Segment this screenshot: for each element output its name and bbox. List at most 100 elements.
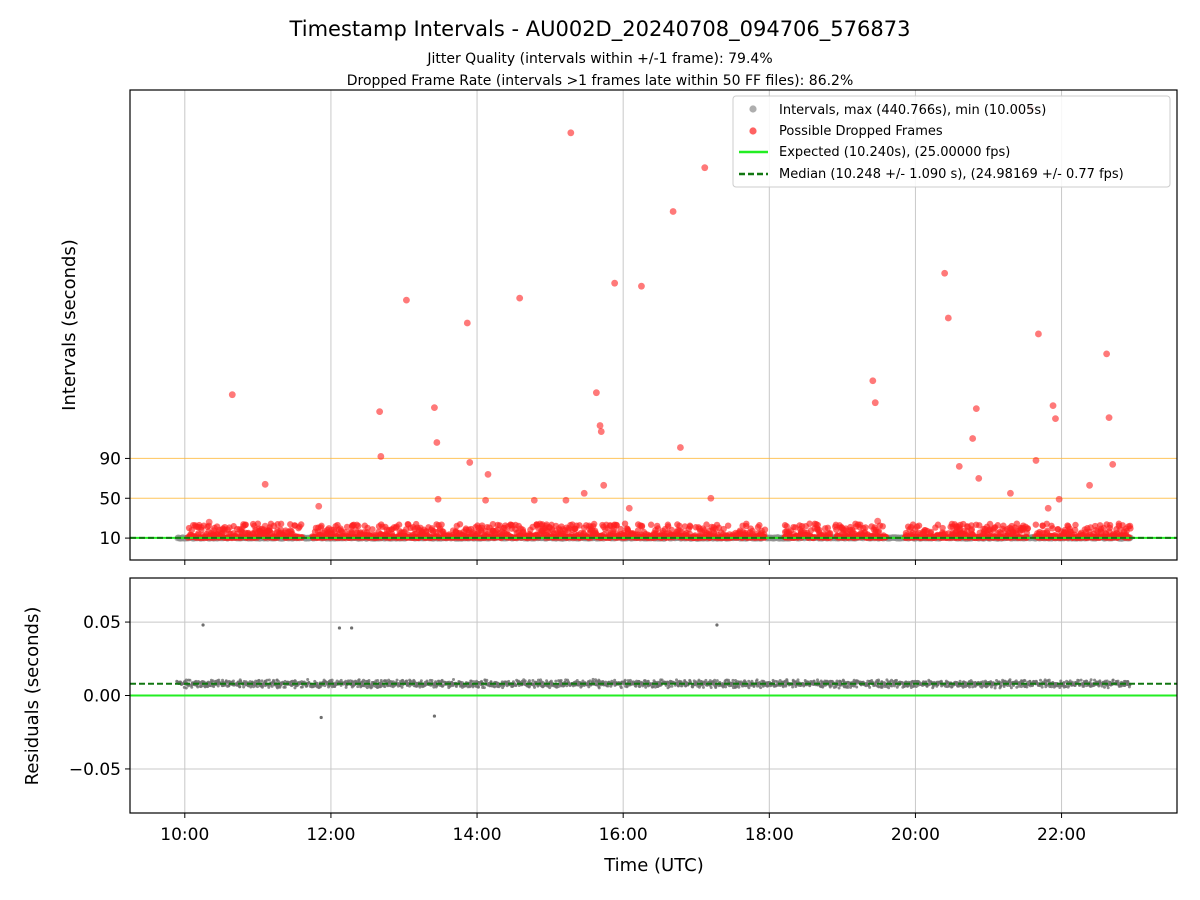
dropped-frame-point — [761, 526, 769, 533]
chart-subtitle-dropped: Dropped Frame Rate (intervals >1 frames … — [347, 73, 854, 89]
chart-subtitle-jitter: Jitter Quality (intervals within +/-1 fr… — [426, 51, 772, 67]
dropped-frame-outlier — [433, 439, 441, 446]
dropped-frame-point — [621, 520, 629, 527]
residual-point — [344, 685, 348, 689]
dropped-frame-point — [915, 522, 923, 529]
residual-point — [485, 678, 489, 682]
residual-point — [1040, 685, 1044, 689]
dropped-frame-outlier — [1007, 489, 1014, 497]
dropped-frame-point — [862, 524, 869, 531]
dropped-frame-point — [676, 522, 683, 530]
dropped-frame-point — [1126, 522, 1134, 530]
dropped-frame-outlier — [944, 314, 952, 322]
dropped-frame-outlier — [701, 164, 709, 172]
residual-point — [731, 678, 735, 682]
residual-point — [408, 679, 412, 683]
intervals-y-axis-label: Intervals (seconds) — [59, 239, 80, 411]
residual-point — [993, 686, 997, 690]
residual-point — [815, 678, 819, 682]
residual-point — [670, 684, 674, 688]
dropped-frame-point — [254, 520, 262, 527]
residual-point — [430, 679, 434, 683]
residual-point — [759, 686, 763, 690]
residual-point — [638, 685, 642, 689]
dropped-frame-outlier — [580, 489, 588, 497]
dropped-frame-point — [1106, 524, 1114, 532]
residual-point — [714, 686, 718, 690]
dropped-frame-point — [875, 528, 883, 535]
dropped-frame-point — [783, 523, 790, 530]
dropped-frame-outlier — [677, 444, 684, 451]
dropped-frame-outlier — [261, 522, 269, 530]
dropped-frame-outlier — [707, 494, 715, 502]
residual-point — [876, 684, 880, 688]
residual-point — [623, 678, 627, 682]
dropped-frame-outlier — [869, 377, 877, 385]
legend-marker-intervals — [749, 105, 757, 113]
residual-point — [260, 679, 264, 683]
dropped-frame-outlier — [1032, 457, 1040, 464]
y-tick-label: 10 — [99, 529, 121, 549]
residual-point — [644, 685, 648, 689]
dropped-frame-outlier — [611, 279, 619, 287]
dropped-frame-outlier — [482, 496, 489, 504]
dropped-frame-outlier — [625, 504, 633, 512]
residual-point — [306, 677, 310, 681]
residual-point — [1008, 678, 1012, 682]
dropped-frame-outlier — [941, 269, 949, 277]
residual-point — [791, 685, 795, 689]
residual-point — [619, 686, 623, 690]
dropped-frame-point — [297, 521, 305, 528]
residual-point — [531, 678, 535, 682]
residual-point — [184, 686, 188, 690]
dropped-frame-outlier — [205, 518, 213, 526]
residual-point — [238, 685, 242, 689]
residual-point — [276, 679, 280, 683]
residual-point — [796, 678, 800, 682]
dropped-frame-point — [188, 527, 195, 534]
residual-point — [812, 679, 816, 683]
dropped-frame-outlier — [600, 481, 608, 489]
residual-point — [482, 686, 486, 690]
y-tick-label: 90 — [99, 449, 121, 469]
dropped-frame-point — [343, 523, 351, 531]
residual-point — [1038, 678, 1042, 682]
residual-point — [855, 685, 859, 689]
dropped-frame-outlier — [228, 391, 236, 399]
dropped-frame-point — [647, 521, 655, 528]
dropped-frame-outlier — [431, 404, 438, 412]
residual-point — [755, 678, 759, 682]
residual-point — [267, 678, 271, 682]
dropped-frame-outlier — [1109, 461, 1117, 468]
dropped-frame-point — [478, 522, 486, 529]
dropped-frame-point — [879, 523, 886, 530]
dropped-frame-point — [806, 520, 813, 527]
residual-point — [188, 678, 192, 682]
dropped-frame-outlier — [530, 496, 538, 504]
dropped-frame-outlier — [403, 296, 410, 304]
residual-point — [968, 685, 972, 689]
residual-point — [231, 679, 235, 683]
dropped-frame-point — [743, 520, 750, 527]
dropped-frame-outlier — [377, 453, 385, 460]
residual-point — [283, 685, 287, 689]
residual-point — [727, 678, 731, 682]
residual-point — [1009, 686, 1013, 690]
dropped-frame-outlier — [463, 319, 471, 327]
dropped-frame-point — [654, 525, 662, 532]
dropped-frame-outlier — [1055, 495, 1063, 503]
dropped-frame-point — [1032, 521, 1040, 528]
intervals-x-ticks — [184, 560, 1063, 565]
residual-point — [477, 685, 481, 689]
dropped-frame-outlier — [669, 208, 677, 215]
dropped-frame-point — [720, 525, 727, 533]
y-tick-label: 50 — [99, 489, 121, 509]
residual-point — [837, 686, 841, 690]
dropped-frame-point — [756, 522, 763, 529]
dropped-frame-point — [438, 521, 445, 528]
dropped-frame-outlier — [638, 282, 645, 290]
residual-point — [451, 677, 455, 681]
dropped-frame-outlier — [484, 470, 492, 478]
residual-point — [554, 679, 558, 683]
